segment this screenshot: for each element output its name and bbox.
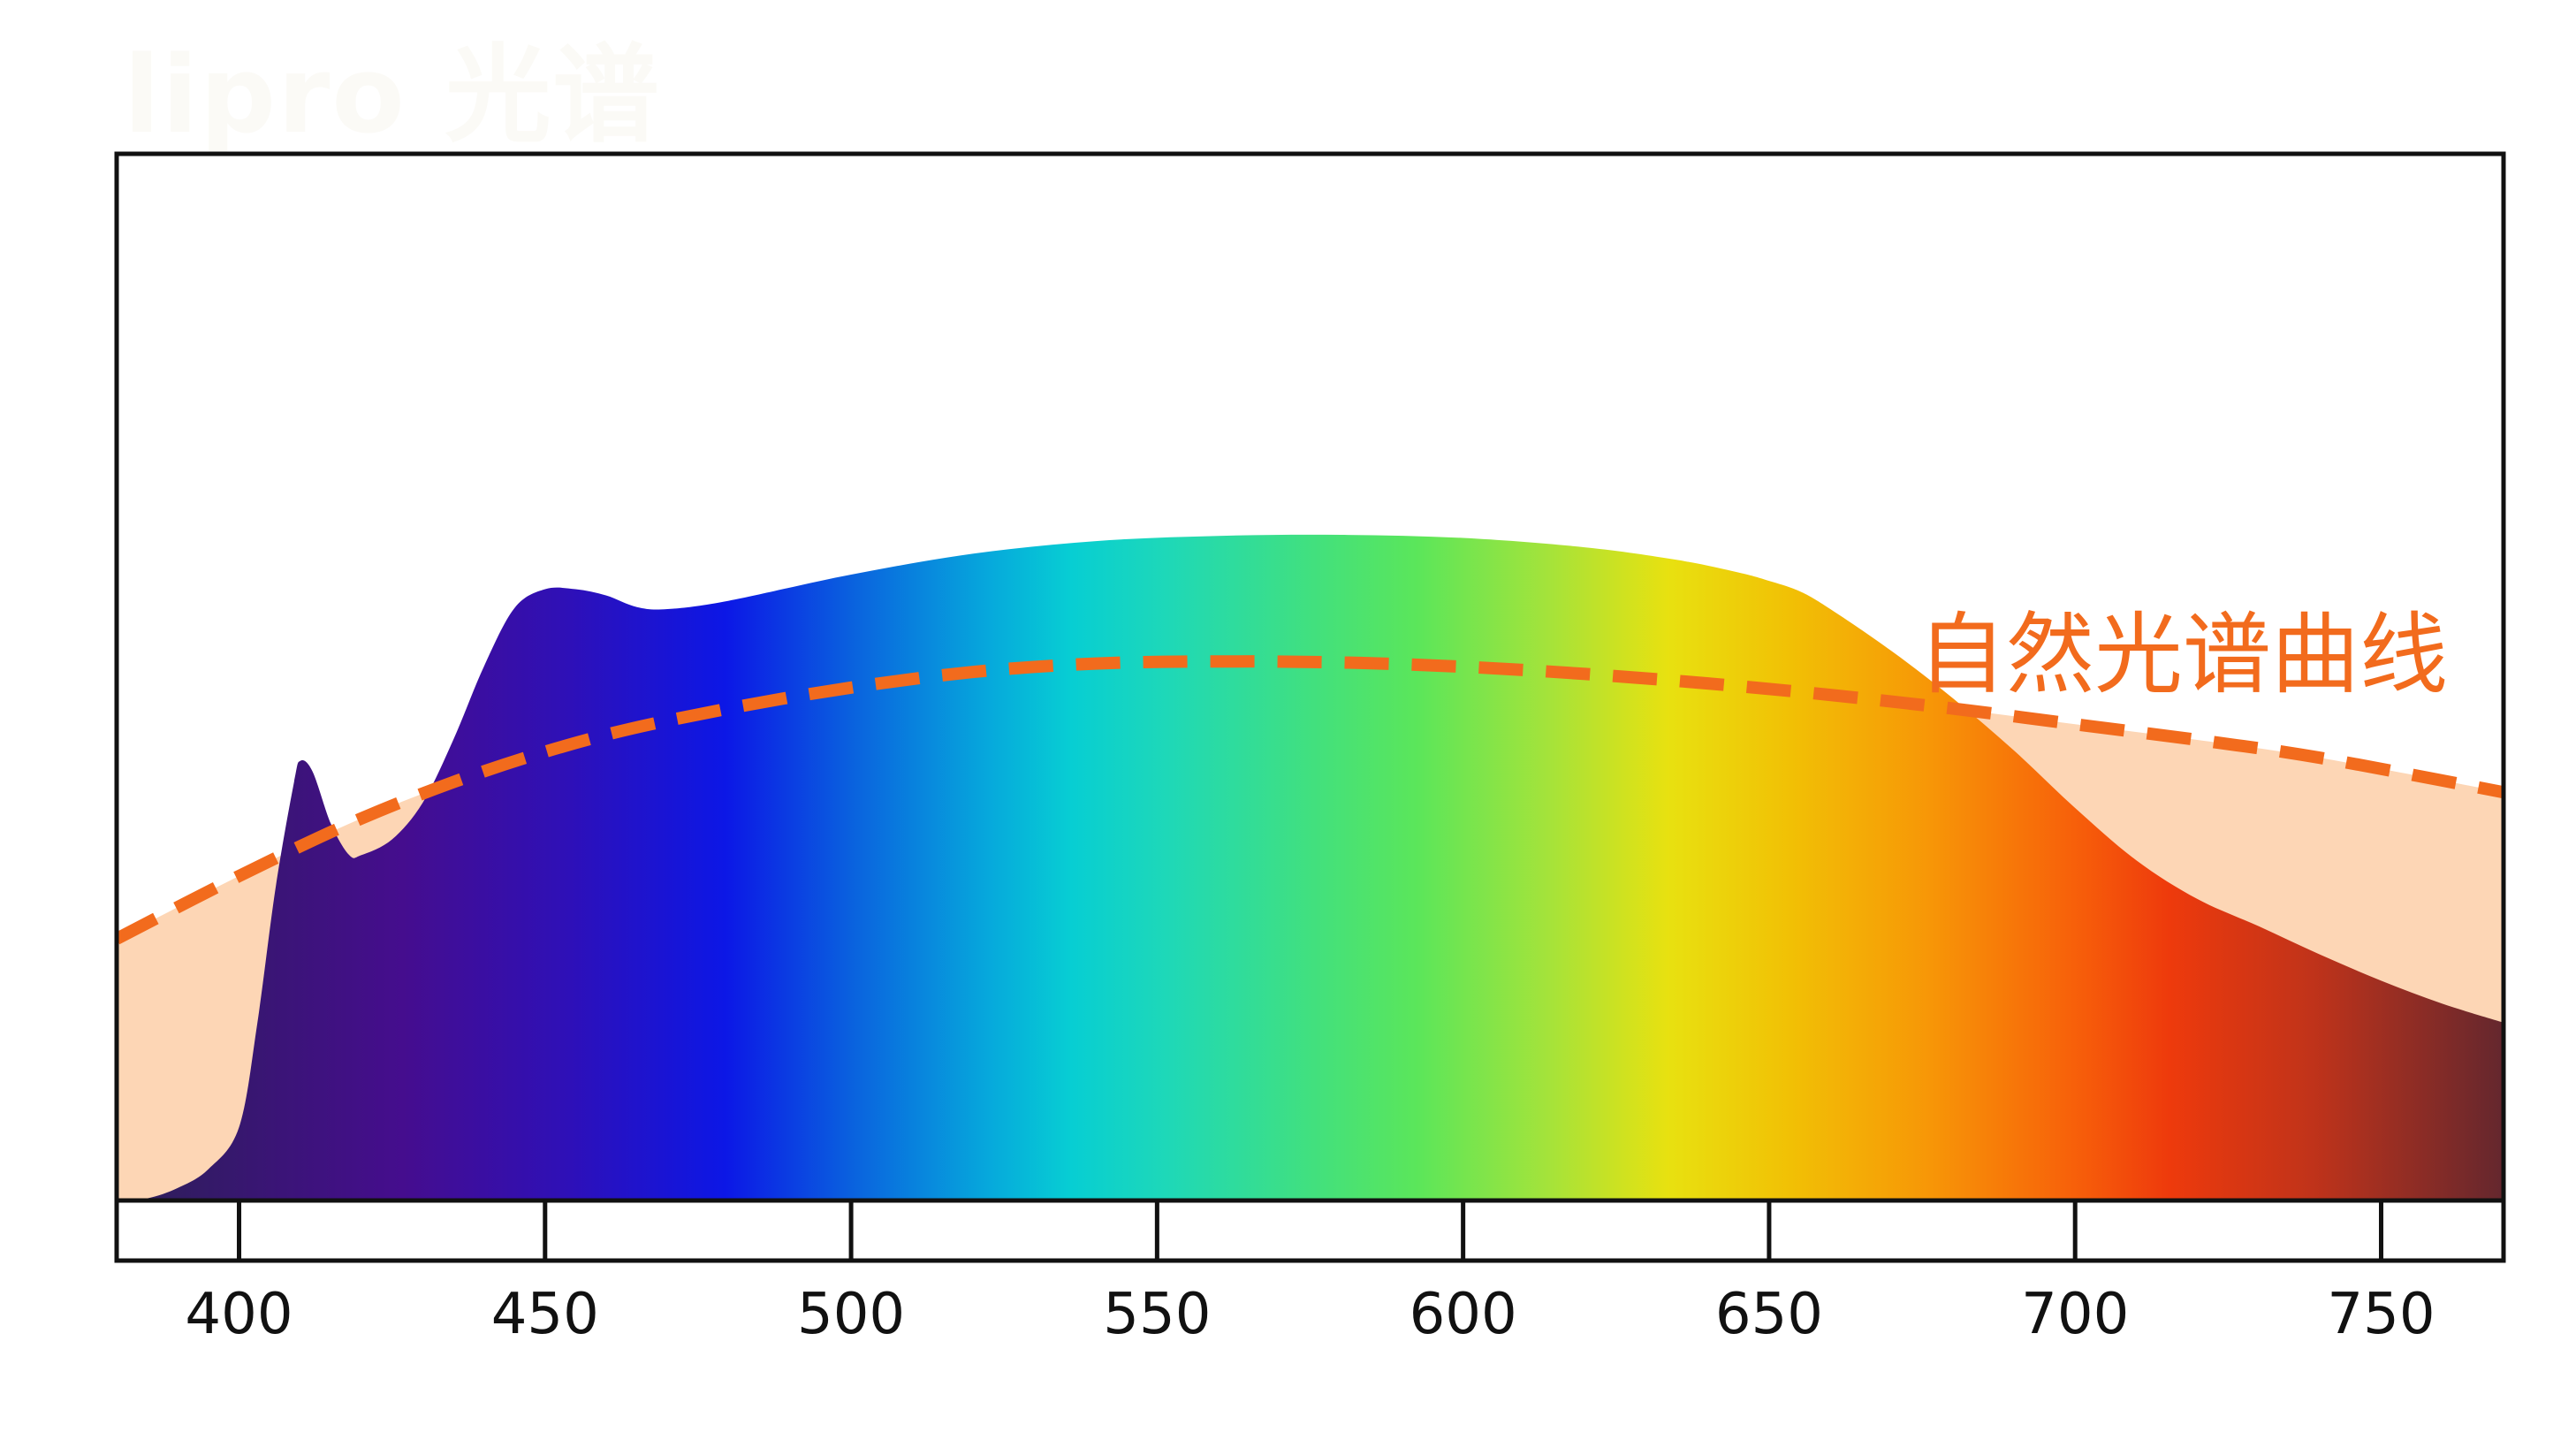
watermark-text: lipro 光谱: [124, 34, 661, 157]
x-tick-label-400: 400: [185, 1282, 293, 1347]
natural-spectrum-label: 自然光谱曲线: [1918, 603, 2448, 706]
x-tick-label-500: 500: [797, 1282, 905, 1347]
x-axis-band: [114, 1198, 2506, 1263]
x-tick-label-600: 600: [1410, 1282, 1517, 1347]
x-tick-label-550: 550: [1103, 1282, 1211, 1347]
x-tick-label-700: 700: [2021, 1282, 2129, 1347]
x-axis-ticks: 400 450 500 550 600 650 700 750: [185, 1200, 2435, 1347]
x-tick-label-450: 450: [491, 1282, 599, 1347]
x-tick-label-750: 750: [2327, 1282, 2435, 1347]
natural-spectrum-dashed-line: [117, 655, 2504, 945]
x-tick-label-650: 650: [1715, 1282, 1823, 1347]
